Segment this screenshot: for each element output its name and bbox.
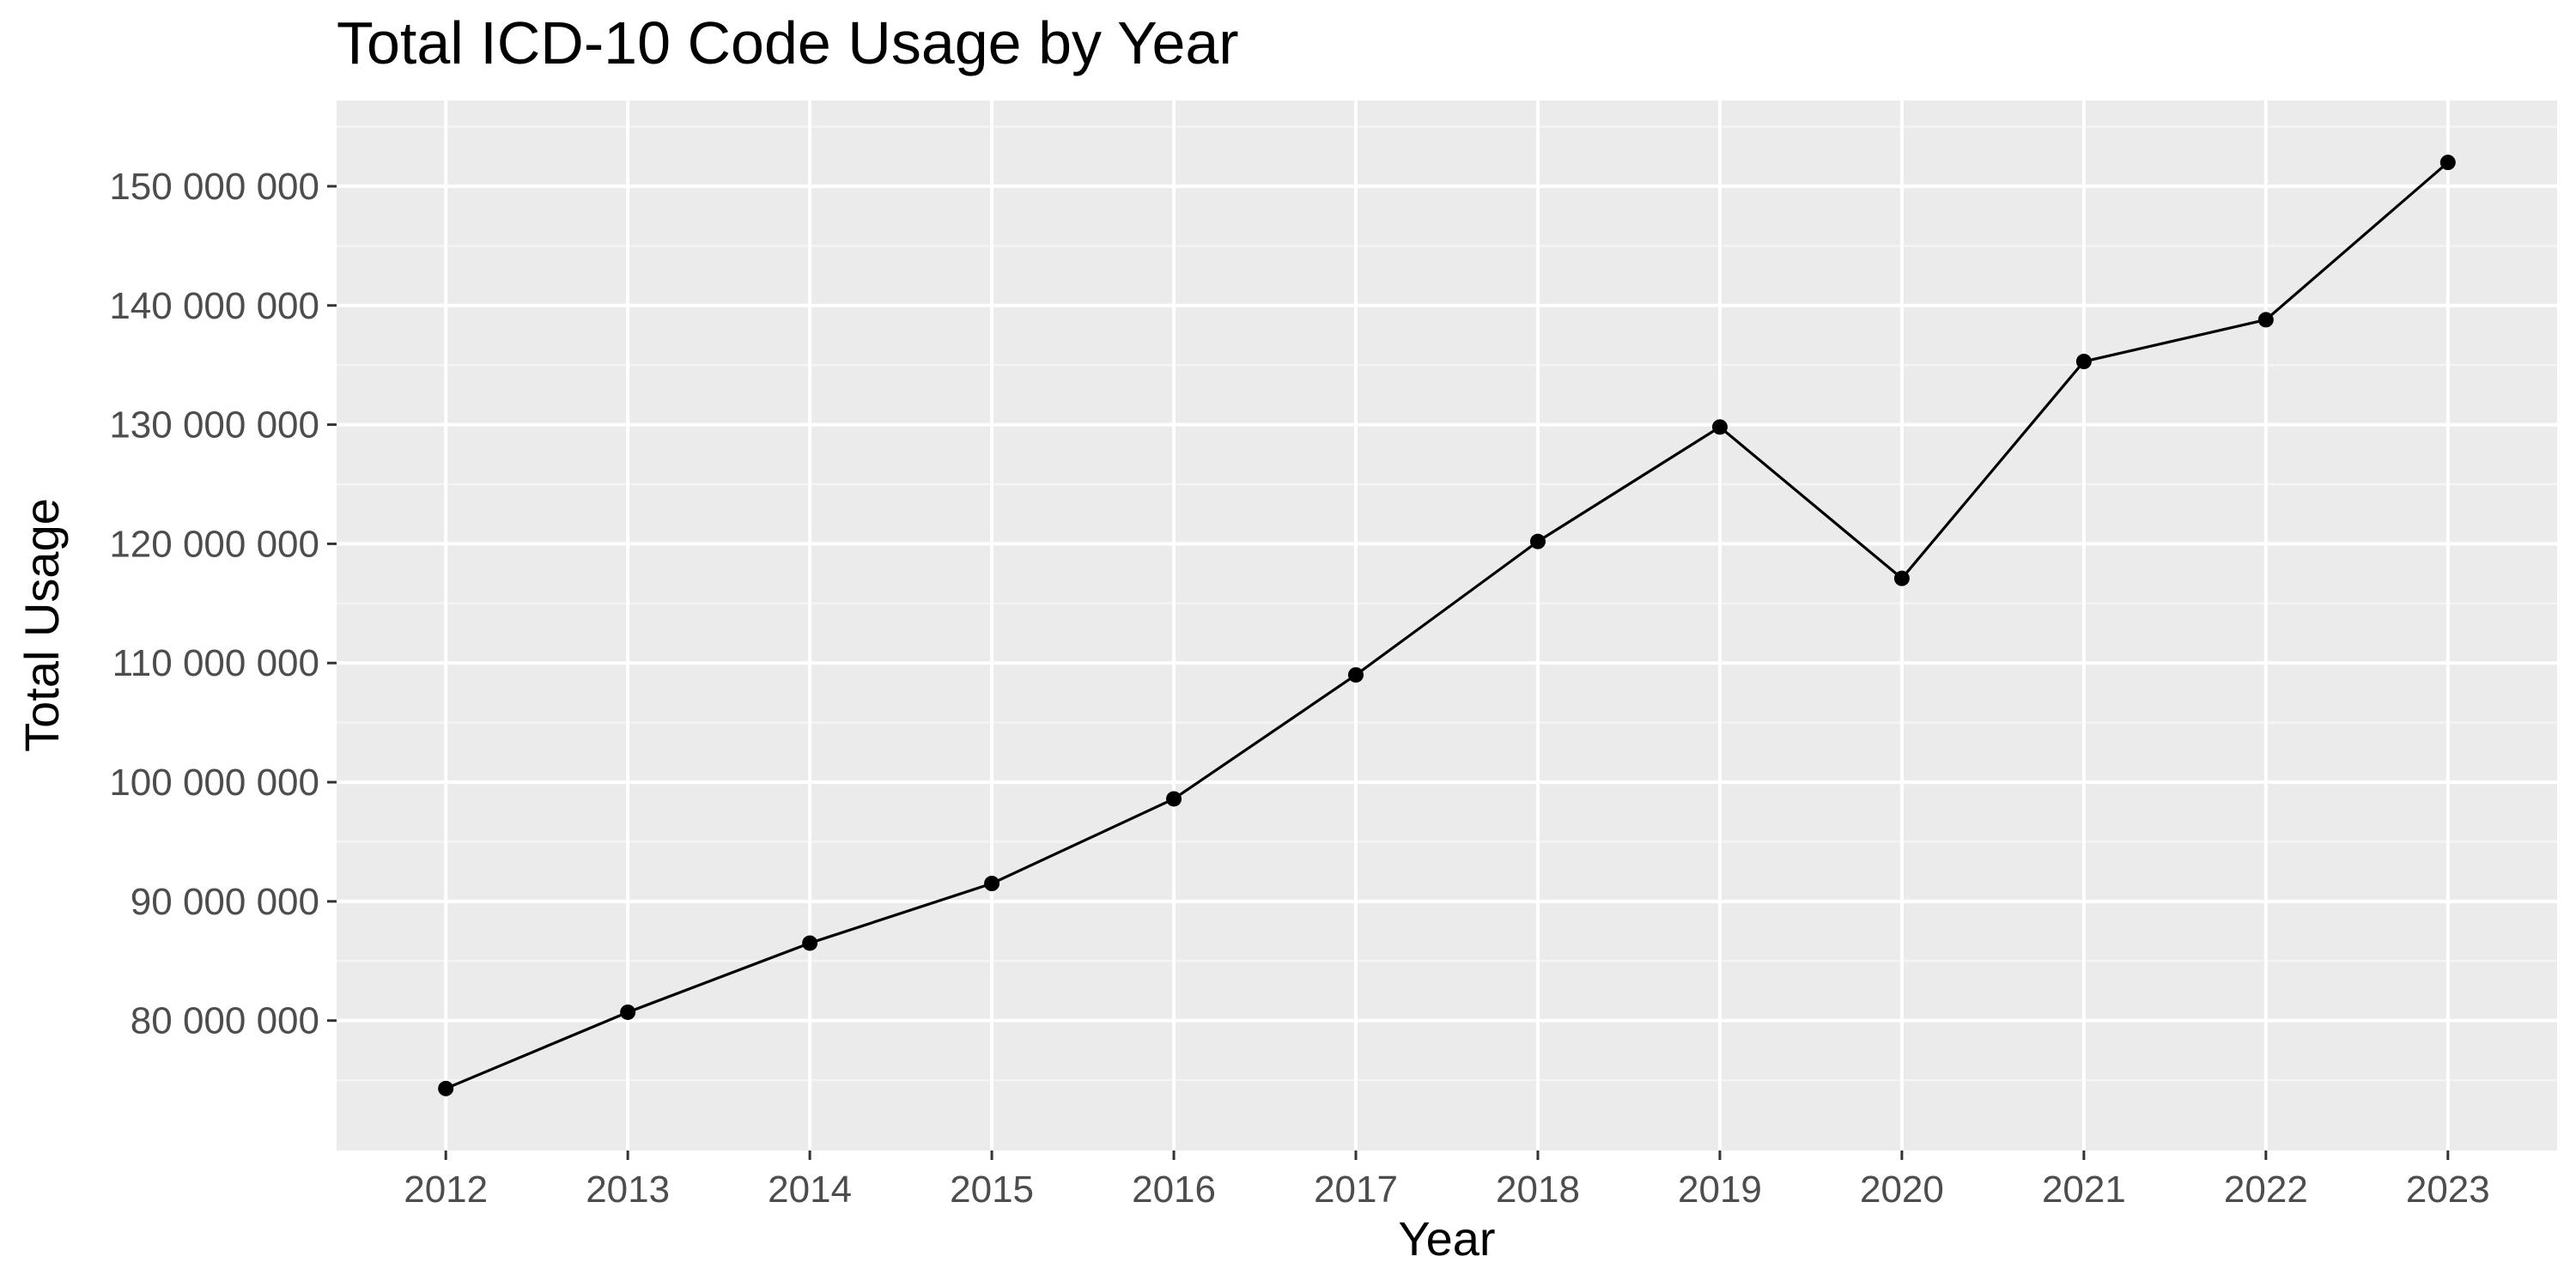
y-tick-label: 110 000 000 [112,642,319,684]
data-point [1348,667,1364,683]
x-tick-label: 2021 [2042,1169,2126,1211]
series-line [445,161,2449,1090]
data-point [620,1004,636,1020]
y-axis-label: Total Usage [15,498,69,752]
data-point [2075,354,2092,370]
x-tick-label: 2019 [1678,1169,1762,1211]
data-point [1529,533,1546,549]
data-point [1711,419,1728,435]
major-gridlines [337,100,2557,1150]
x-tick-label: 2017 [1314,1169,1398,1211]
minor-gridlines [337,125,2557,1082]
x-tick-label: 2016 [1132,1169,1216,1211]
x-tick-label: 2014 [768,1169,852,1211]
y-tick-label: 150 000 000 [109,166,319,208]
x-tick-label: 2015 [950,1169,1034,1211]
y-tick-label: 140 000 000 [109,285,319,327]
x-tick-label: 2018 [1496,1169,1580,1211]
plot-panel [337,100,2557,1150]
y-tick-label: 100 000 000 [109,762,319,804]
x-axis-label: Year [1398,1211,1495,1266]
chart-title: Total ICD-10 Code Usage by Year [337,9,1239,76]
x-tick-label: 2022 [2224,1169,2308,1211]
x-tick-label: 2012 [404,1169,488,1211]
y-tick-label: 80 000 000 [131,1000,319,1042]
x-tick-label: 2023 [2406,1169,2490,1211]
data-point [2439,155,2456,171]
y-tick-label: 130 000 000 [109,404,319,446]
data-point [1893,570,1910,586]
x-tick-label: 2013 [586,1169,670,1211]
data-point [1166,791,1182,807]
data-point [438,1080,454,1096]
data-point [984,876,1000,892]
data-point [802,935,818,951]
y-tick-label: 120 000 000 [109,523,319,565]
data-points [438,155,2456,1096]
y-axis: 80 000 000 90 000 000 100 000 000 110 000 0… [109,166,337,1042]
y-tick-label: 90 000 000 [131,881,319,923]
data-point [2257,312,2274,328]
x-tick-label: 2020 [1860,1169,1944,1211]
x-axis: 2012 2013 2014 2015 2016 2017 2018 2019 2020 2021… [404,1150,2490,1211]
